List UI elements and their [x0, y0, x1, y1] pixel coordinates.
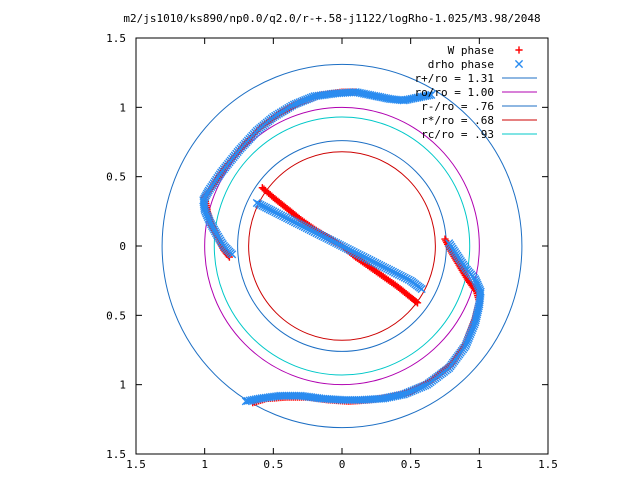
- point-1-162: [228, 250, 237, 259]
- x-tick-label-5: 1: [476, 458, 483, 471]
- x-tick-label-6: 1.5: [538, 458, 558, 471]
- legend-label-1: drho phase: [428, 58, 494, 71]
- legend-label-3: ro/ro = 1.00: [415, 86, 494, 99]
- x-tick-label-4: 0.5: [401, 458, 421, 471]
- y-tick-label-1: 1: [119, 101, 126, 114]
- legend-label-5: r*/ro = .68: [421, 114, 494, 127]
- y-tick-label-3: 0: [119, 240, 126, 253]
- axes: 1.5 1 0.5 0 0.5 1 1.51.510.500.511.5: [106, 32, 558, 471]
- y-tick-label-0: 1.5: [106, 32, 126, 45]
- point-1-420: [241, 397, 250, 406]
- y-tick-label-2: 0.5: [106, 171, 126, 184]
- point-0-222: [412, 298, 420, 306]
- point-1-419: [243, 396, 252, 406]
- legend-marker-1: [514, 59, 524, 69]
- y-tick-label-5: 1: [119, 379, 126, 392]
- series-1: [199, 87, 485, 406]
- circle-line-5: [248, 151, 436, 341]
- circle-line-6: [213, 116, 471, 376]
- legend-label-0: W phase: [448, 44, 494, 57]
- point-1-249: [417, 284, 426, 294]
- legend-label-2: r+/ro = 1.31: [415, 72, 494, 85]
- x-tick-label-0: 1.5: [126, 458, 146, 471]
- x-tick-label-1: 1: [201, 458, 208, 471]
- circle-line-2: [161, 63, 523, 429]
- x-tick-label-2: 0.5: [263, 458, 283, 471]
- circle-line-3: [204, 106, 480, 386]
- legend-marker-0: [515, 46, 523, 54]
- x-tick-label-3: 0: [339, 458, 346, 471]
- chart-title: m2/js1010/ks890/np0.0/q2.0/r-+.58-j1122/…: [123, 12, 540, 25]
- plot-area: [161, 63, 523, 429]
- y-tick-label-6: 1.5: [106, 448, 126, 461]
- legend-label-4: r-/ro = .76: [421, 100, 494, 113]
- point-0-223: [413, 299, 422, 307]
- legend-label-6: rc/ro = .93: [421, 128, 494, 141]
- y-tick-label-4: 0.5: [106, 309, 126, 322]
